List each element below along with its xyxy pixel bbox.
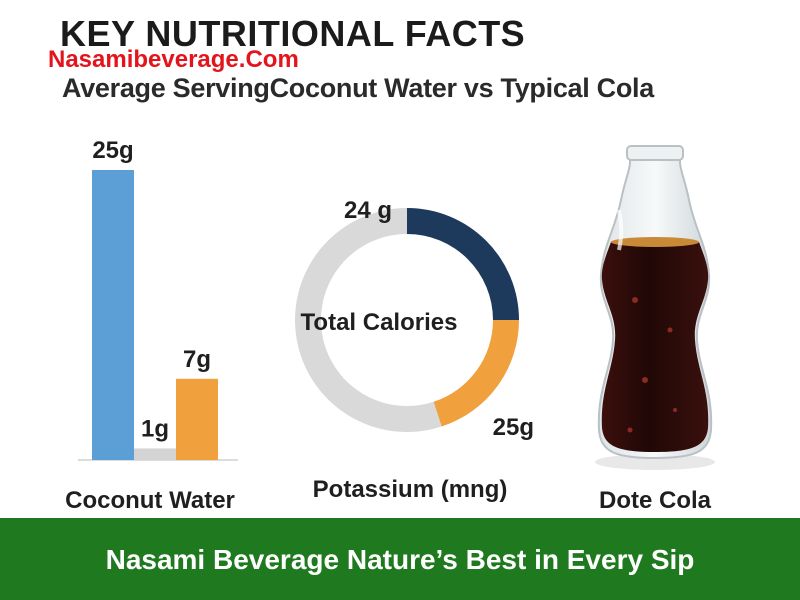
caption-potassium: Potassium (mng) xyxy=(312,476,508,503)
bar-chart: 25g 1g 7g xyxy=(78,137,238,461)
bar-0 xyxy=(92,170,134,460)
donut-slice-label-0: 24 g xyxy=(344,197,392,224)
donut-slice-0 xyxy=(407,208,519,320)
footer-tagline: Nasami Beverage Nature’s Best in Every S… xyxy=(105,544,695,575)
caption-dote-cola: Dote Cola xyxy=(598,487,711,514)
bar-label-0: 25g xyxy=(92,137,133,164)
footer-banner: Nasami Beverage Nature’s Best in Every S… xyxy=(0,518,800,600)
site-watermark: Nasamibeverage.Com xyxy=(48,46,299,73)
donut-center-label: Total Calories xyxy=(301,309,458,336)
bar-label-2: 7g xyxy=(183,346,211,373)
page-subtitle: Average ServingCoconut Water vs Typical … xyxy=(62,73,654,103)
donut-slice-1 xyxy=(433,320,519,427)
page-title: KEY NUTRITIONAL FACTS xyxy=(60,13,526,54)
bar-1 xyxy=(134,448,176,460)
caption-coconut-water: Coconut Water xyxy=(65,487,235,514)
donut-chart: Total Calories 24 g 25g xyxy=(294,197,534,441)
bar-label-1: 1g xyxy=(141,415,169,442)
donut-slice-label-1: 25g xyxy=(493,414,534,441)
donut-slice-2 xyxy=(294,208,442,432)
cola-bottle-icon xyxy=(595,145,715,470)
bar-2 xyxy=(176,378,218,460)
